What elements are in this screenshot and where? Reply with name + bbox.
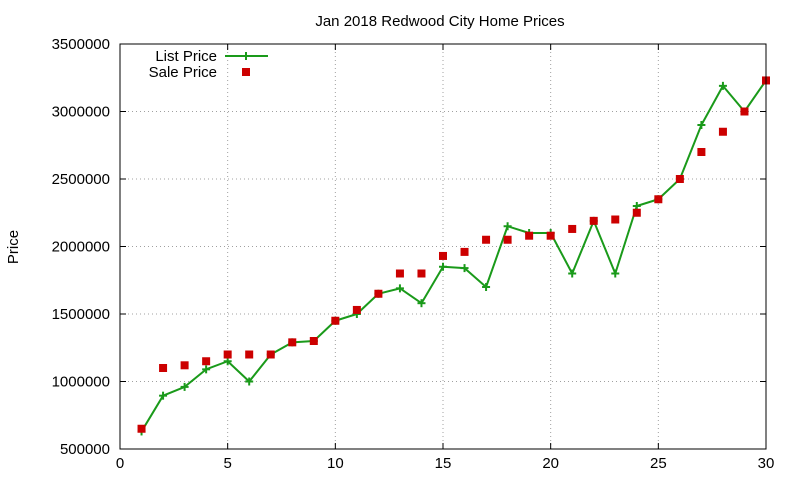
sale-price-point — [740, 107, 749, 116]
x-tick-label: 30 — [758, 455, 775, 472]
list-price-point — [159, 391, 168, 400]
list-price-point — [482, 283, 491, 291]
sale-price-point — [546, 231, 555, 240]
list-price-point — [460, 264, 469, 273]
list-price-point — [417, 299, 426, 308]
list-price-point — [718, 81, 727, 90]
axis-ticks: 0 5 10 15 20 25 30 500000 1000000 1500000 2000000 2… — [52, 36, 775, 472]
legend-swatch-sale-price — [242, 68, 250, 76]
sale-price-point — [374, 289, 383, 298]
y-tick-label: 3000000 — [52, 104, 110, 121]
sale-price-point — [159, 364, 168, 372]
sale-price-point — [352, 305, 361, 314]
list-price-point — [611, 269, 620, 278]
sale-price-point — [568, 224, 577, 233]
sale-price-point — [718, 127, 727, 136]
legend-marker-list-price — [242, 52, 250, 60]
sale-price-point — [654, 195, 663, 204]
chart-title: Jan 2018 Redwood City Home Prices — [315, 13, 564, 30]
sale-price-point — [180, 361, 189, 370]
list-price-point — [245, 377, 254, 386]
grid — [120, 44, 766, 449]
list-price-point — [439, 262, 447, 271]
sale-price-point — [288, 338, 297, 347]
sale-price-point — [503, 235, 512, 244]
sale-price-point — [137, 424, 146, 433]
sale-price-point — [266, 350, 275, 359]
y-axis-label: Price — [5, 230, 22, 264]
y-tick-label: 1000000 — [52, 374, 110, 391]
x-tick-label: 20 — [542, 455, 559, 472]
list-price-line — [140, 79, 767, 432]
sale-price-point — [632, 208, 641, 217]
legend: List Price Sale Price — [149, 48, 268, 81]
list-price-point — [503, 222, 512, 231]
plot-series — [137, 76, 770, 436]
legend-label-sale-price: Sale Price — [149, 64, 217, 81]
y-tick-label: 2500000 — [52, 171, 110, 188]
plot-frame — [119, 43, 767, 450]
legend-label-list-price: List Price — [155, 48, 217, 65]
x-tick-label: 5 — [223, 455, 231, 472]
list-price-point — [202, 365, 211, 374]
sale-price-point — [245, 350, 254, 359]
list-price-point — [223, 357, 232, 366]
x-tick-label: 10 — [327, 455, 344, 472]
y-tick-label: 3500000 — [52, 36, 110, 53]
list-price-point — [632, 202, 641, 210]
x-tick-label: 25 — [650, 455, 667, 472]
series-sale-price — [137, 76, 770, 433]
list-price-point — [395, 284, 404, 293]
sale-price-point — [482, 235, 491, 244]
sale-price-point — [202, 357, 211, 366]
sale-price-point — [460, 247, 469, 256]
y-tick-label: 2000000 — [52, 239, 110, 256]
sale-price-point — [223, 350, 232, 359]
sale-price-point — [439, 251, 447, 260]
sale-price-point — [675, 175, 684, 183]
sale-price-point — [331, 316, 340, 325]
sale-price-point — [697, 148, 706, 156]
sale-price-point — [395, 269, 404, 278]
x-tick-label: 0 — [116, 455, 124, 472]
sale-price-point — [309, 337, 318, 345]
list-price-point — [568, 269, 577, 278]
list-price-point — [180, 382, 189, 391]
x-tick-label: 15 — [435, 455, 452, 472]
sale-price-point — [589, 216, 598, 225]
y-tick-label: 500000 — [60, 441, 110, 458]
list-price-point — [697, 121, 706, 129]
sale-price-point — [525, 231, 534, 240]
sale-price-point — [417, 269, 426, 278]
sale-price-point — [611, 215, 620, 224]
y-tick-label: 1500000 — [52, 306, 110, 323]
